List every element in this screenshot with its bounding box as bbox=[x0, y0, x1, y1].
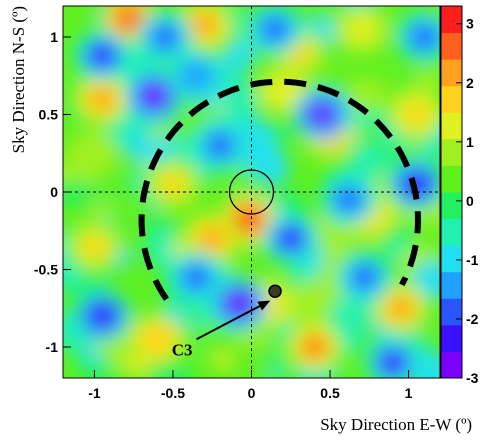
annotation-label: C3 bbox=[172, 340, 193, 359]
x-tick-label: -1 bbox=[88, 385, 101, 401]
map-feature bbox=[144, 158, 202, 211]
map-feature bbox=[387, 158, 440, 211]
y-axis-title: Sky Direction N-S (º) bbox=[9, 6, 28, 153]
map-feature bbox=[73, 73, 131, 125]
map-speckle bbox=[413, 68, 440, 93]
map-feature bbox=[191, 119, 249, 172]
map-speckle bbox=[113, 366, 137, 378]
map-feature bbox=[262, 212, 320, 265]
y-tick-label: -1 bbox=[46, 339, 59, 355]
colorbar-tick-label: 2 bbox=[466, 75, 474, 91]
annotation-arrow bbox=[196, 305, 261, 341]
y-tick-label: 1 bbox=[50, 29, 58, 45]
map-feature bbox=[387, 88, 440, 141]
annotation-arrow-head bbox=[257, 300, 271, 311]
map-speckle bbox=[63, 179, 93, 207]
colorbar-swatch bbox=[441, 138, 462, 166]
map-speckle bbox=[229, 165, 253, 192]
map-speckle bbox=[288, 279, 332, 332]
colorbar-swatch bbox=[441, 192, 462, 220]
x-tick-label: 1 bbox=[405, 385, 413, 401]
y-tick-label: -0.5 bbox=[34, 262, 58, 278]
map-speckle bbox=[228, 343, 271, 378]
map-feature bbox=[167, 251, 226, 304]
colorbar-tick-label: 0 bbox=[466, 193, 474, 209]
colorbar-swatch bbox=[441, 351, 462, 379]
x-tick-label: 0 bbox=[248, 385, 256, 401]
colorbar-swatch bbox=[441, 324, 462, 352]
colorbar-swatch bbox=[441, 85, 462, 113]
map-speckle bbox=[124, 132, 155, 162]
map-feature bbox=[395, 11, 440, 63]
map-feature bbox=[128, 313, 186, 366]
y-tick-label: 0.5 bbox=[39, 107, 59, 123]
colorbar-swatch bbox=[441, 6, 462, 34]
map-speckle bbox=[90, 198, 113, 220]
map-feature bbox=[73, 29, 131, 82]
map-speckle bbox=[272, 124, 296, 141]
colorbar-swatch bbox=[441, 271, 462, 299]
source-marker bbox=[268, 284, 282, 298]
colorbar-swatch bbox=[441, 112, 462, 140]
colorbar-swatch bbox=[441, 165, 462, 193]
map-feature bbox=[167, 49, 226, 102]
dashed-arc bbox=[138, 78, 422, 301]
map-feature bbox=[320, 173, 378, 226]
colorbar-frame bbox=[440, 5, 463, 379]
x-tick-label: 0.5 bbox=[320, 385, 340, 401]
plot-area: C3 bbox=[63, 6, 440, 378]
y-tick-label: 0 bbox=[50, 184, 58, 200]
map-feature bbox=[246, 6, 304, 56]
colorbar-tick-label: 1 bbox=[466, 134, 474, 150]
map-feature bbox=[293, 88, 351, 141]
map-feature bbox=[372, 282, 430, 335]
map-feature bbox=[125, 69, 183, 122]
map-feature bbox=[336, 251, 394, 304]
map-feature bbox=[332, 6, 391, 56]
colorbar-tick-label: -1 bbox=[466, 252, 479, 268]
colorbar-swatch bbox=[441, 218, 462, 246]
colorbar-tick-label: 3 bbox=[466, 16, 474, 32]
map-feature bbox=[210, 277, 268, 330]
colorbar-swatch bbox=[441, 32, 462, 60]
colorbar-swatch bbox=[441, 59, 462, 87]
center-circle bbox=[228, 169, 275, 215]
map-feature bbox=[285, 321, 343, 373]
map-feature bbox=[364, 336, 422, 378]
colorbar-swatch bbox=[441, 245, 462, 273]
colorbar-swatch bbox=[441, 298, 462, 326]
x-tick-label: -0.5 bbox=[161, 385, 185, 401]
colorbar-tick-label: -2 bbox=[466, 311, 479, 327]
map-feature bbox=[73, 290, 131, 342]
colorbar: -3 -2 -1 0 1 2 3 bbox=[440, 5, 479, 386]
map-feature bbox=[65, 220, 124, 273]
x-axis-title: Sky Direction E-W (º) bbox=[320, 415, 472, 434]
colorbar-tick-label: -3 bbox=[466, 370, 479, 386]
map-speckle bbox=[67, 129, 118, 178]
y-axis: -1 -0.5 0 0.5 1 bbox=[34, 29, 71, 355]
x-axis: -1 -0.5 0 0.5 1 bbox=[88, 370, 413, 401]
map-feature bbox=[136, 11, 194, 63]
